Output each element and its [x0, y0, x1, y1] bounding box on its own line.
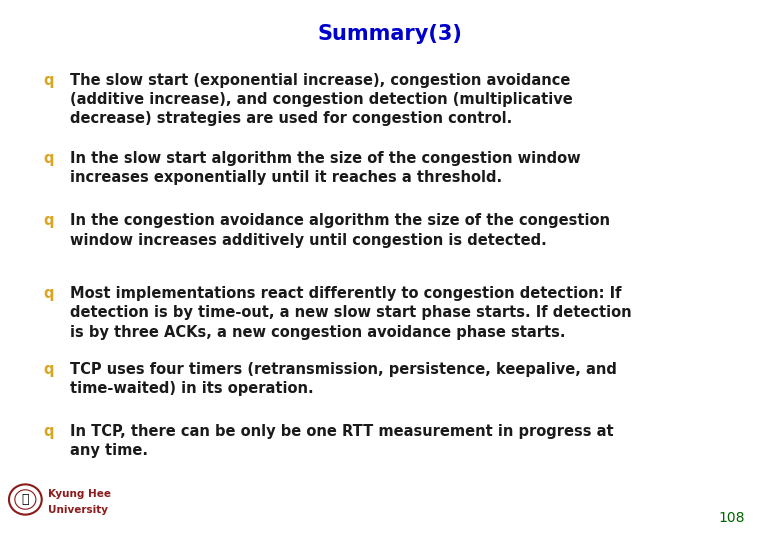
Text: q: q [43, 213, 53, 228]
Text: q: q [43, 362, 53, 377]
Text: 🏛: 🏛 [22, 493, 29, 506]
Text: TCP uses four timers (retransmission, persistence, keepalive, and
time-waited) i: TCP uses four timers (retransmission, pe… [70, 362, 617, 396]
Text: University: University [48, 505, 108, 515]
Text: The slow start (exponential increase), congestion avoidance
(additive increase),: The slow start (exponential increase), c… [70, 73, 573, 126]
Text: q: q [43, 73, 53, 88]
Text: In the congestion avoidance algorithm the size of the congestion
window increase: In the congestion avoidance algorithm th… [70, 213, 610, 247]
Text: Summary(3): Summary(3) [317, 24, 463, 44]
Text: In TCP, there can be only be one RTT measurement in progress at
any time.: In TCP, there can be only be one RTT mea… [70, 424, 614, 458]
Text: q: q [43, 151, 53, 166]
Text: q: q [43, 424, 53, 439]
Text: Most implementations react differently to congestion detection: If
detection is : Most implementations react differently t… [70, 286, 632, 340]
Text: Kyung Hee: Kyung Hee [48, 489, 111, 499]
Text: In the slow start algorithm the size of the congestion window
increases exponent: In the slow start algorithm the size of … [70, 151, 581, 185]
Text: q: q [43, 286, 53, 301]
Text: 108: 108 [718, 511, 745, 525]
